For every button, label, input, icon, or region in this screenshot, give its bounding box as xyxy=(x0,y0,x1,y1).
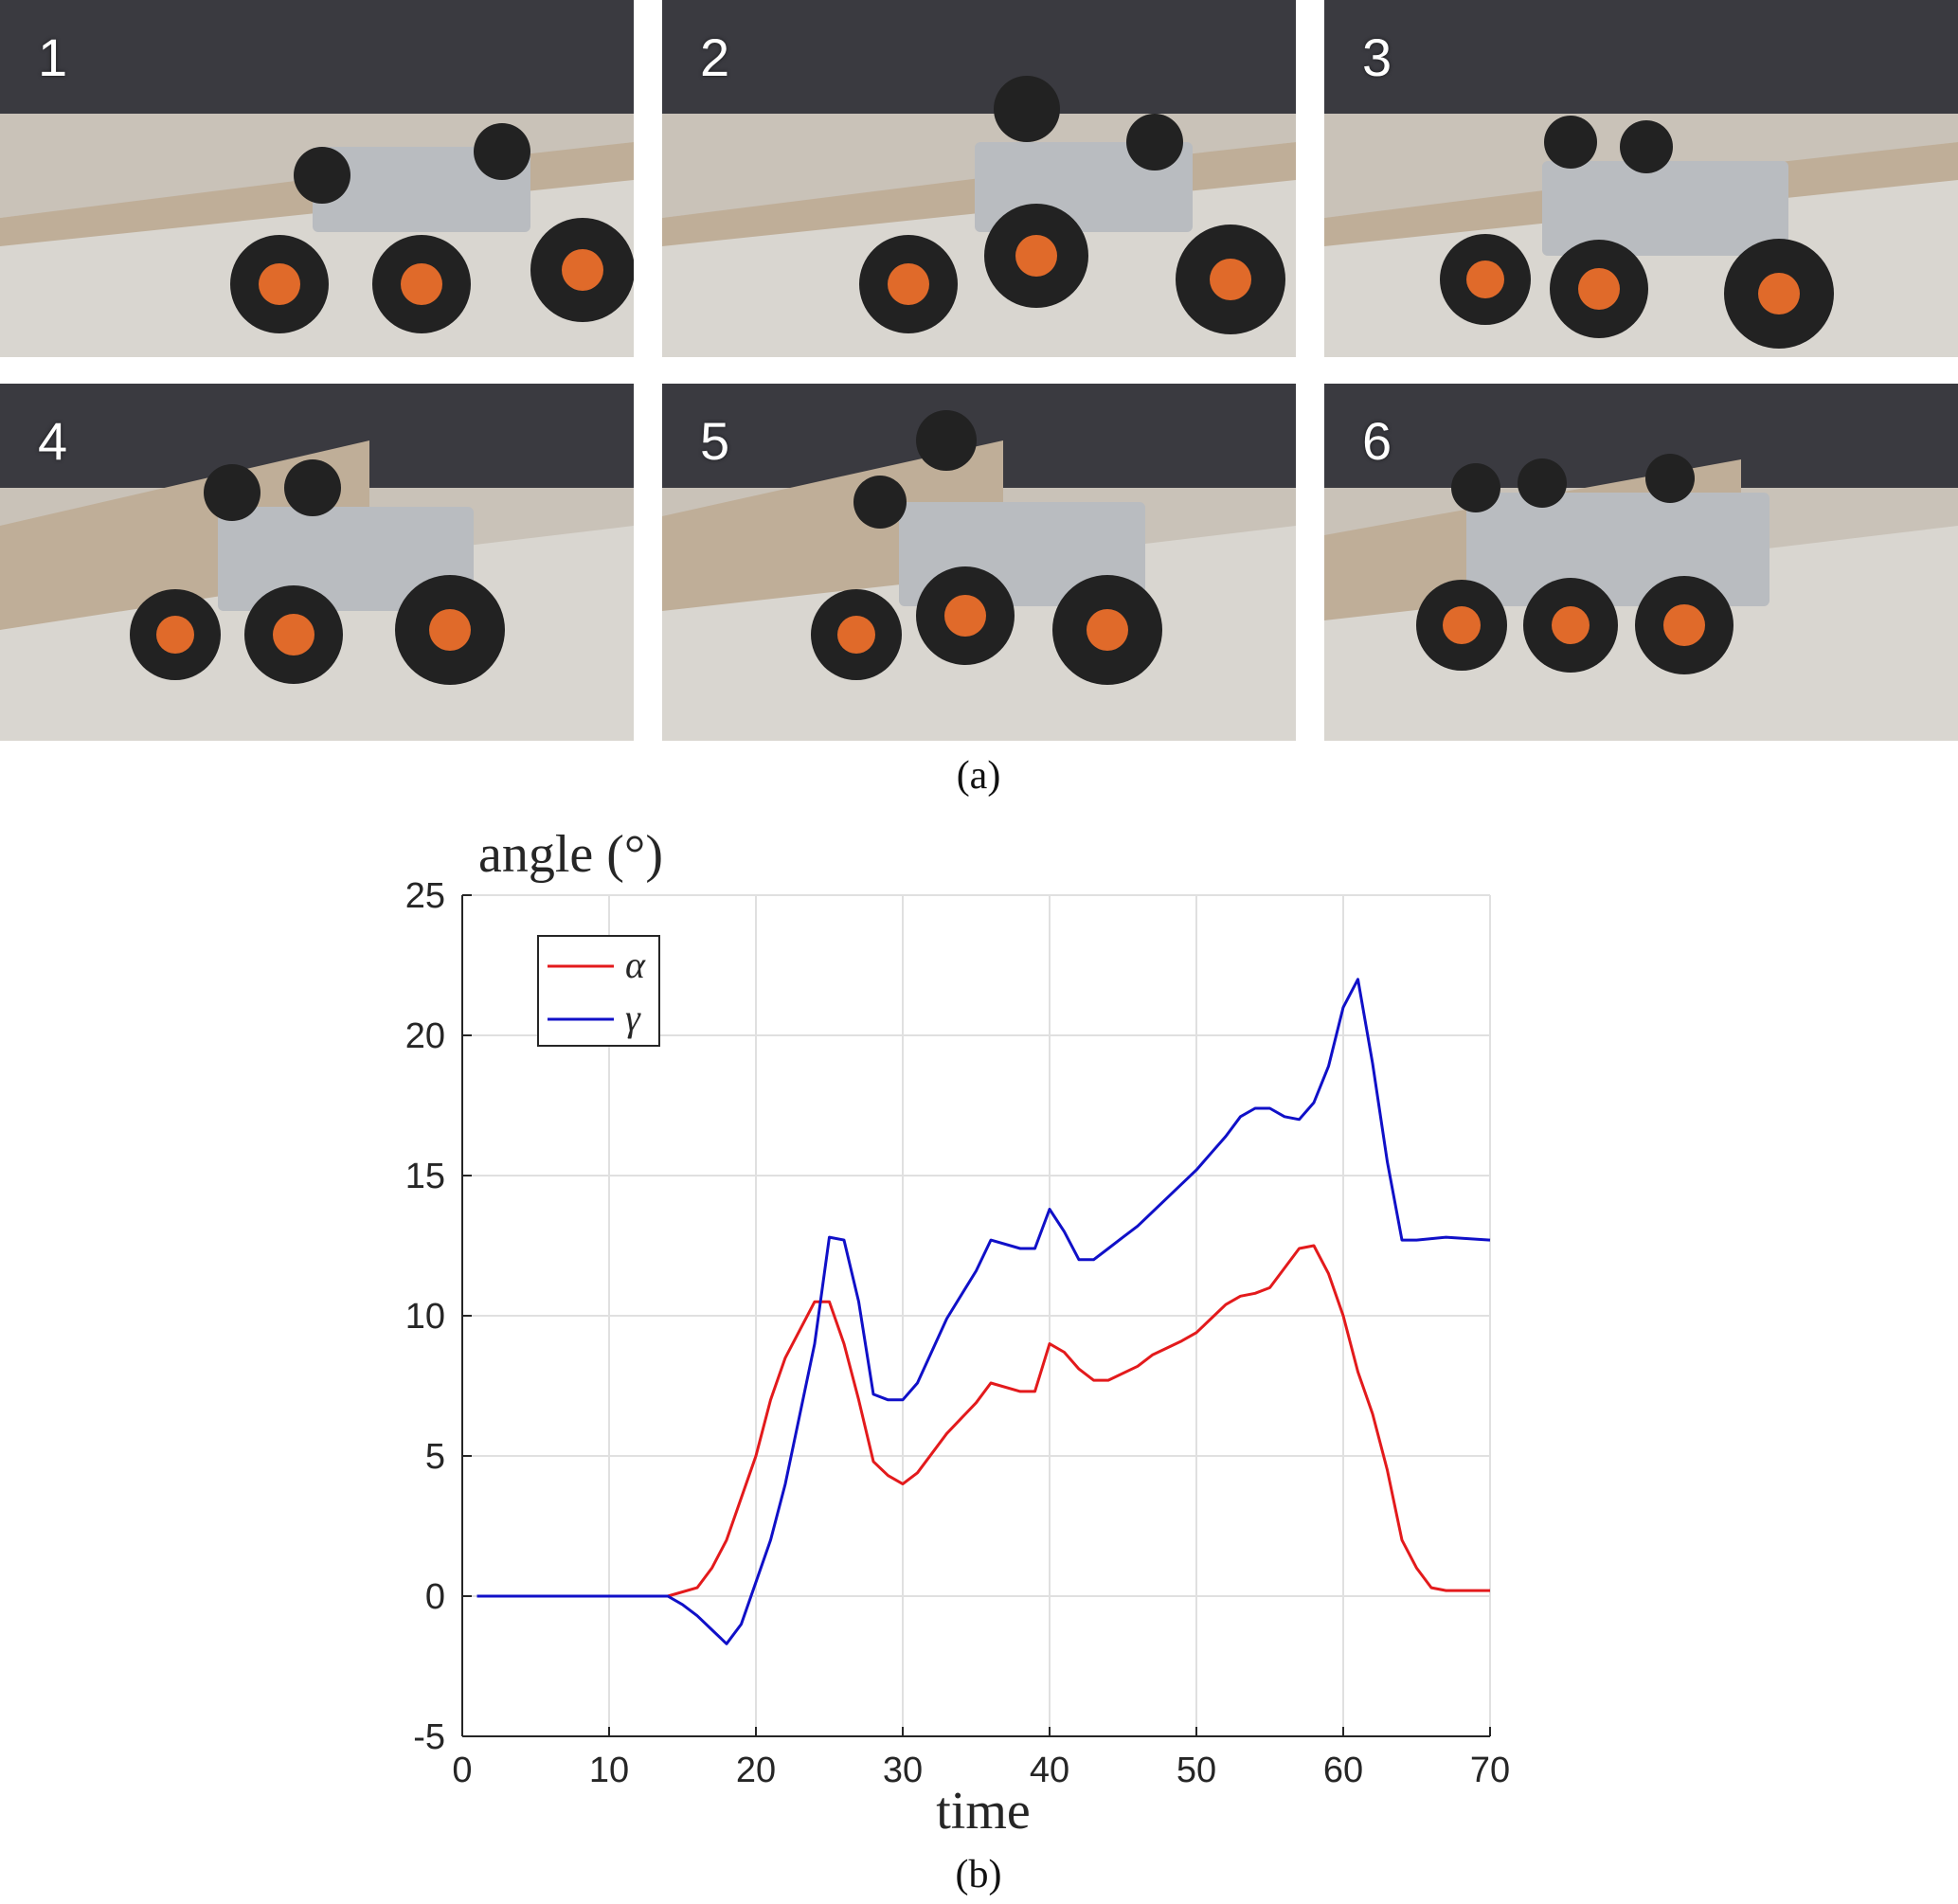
photo-frame-2: 2 xyxy=(662,0,1296,357)
frame-number-5: 5 xyxy=(700,411,730,471)
frame-number-1: 1 xyxy=(38,27,68,87)
x-tick-label: 40 xyxy=(1030,1751,1069,1790)
x-tick-label: 0 xyxy=(452,1751,472,1790)
y-tick-label: 15 xyxy=(405,1157,445,1196)
legend-label: α xyxy=(625,943,646,986)
legend-label: γ xyxy=(625,997,641,1039)
robot-photo-3 xyxy=(1324,0,1958,357)
photo-frame-4: 4 xyxy=(0,384,634,741)
photo-frame-5: 5 xyxy=(662,384,1296,741)
y-tick-label: 0 xyxy=(425,1577,445,1617)
frame-number-6: 6 xyxy=(1362,411,1392,471)
x-tick-label: 50 xyxy=(1177,1751,1216,1790)
x-tick-label: 60 xyxy=(1323,1751,1363,1790)
y-tick-label: 10 xyxy=(405,1297,445,1337)
y-tick-label: 25 xyxy=(405,876,445,916)
robot-photo-2 xyxy=(662,0,1296,357)
y-axis-title: angle (°) xyxy=(478,825,663,884)
frame-number-2: 2 xyxy=(700,27,730,87)
x-tick-label: 10 xyxy=(589,1751,629,1790)
series-lines xyxy=(476,978,1491,1645)
x-tick-label: 20 xyxy=(736,1751,776,1790)
photo-frame-6: 6 xyxy=(1324,384,1958,741)
photo-frame-1: 1 xyxy=(0,0,634,357)
y-tick-label: 20 xyxy=(405,1016,445,1056)
robot-photo-1 xyxy=(0,0,634,357)
series-line-gamma xyxy=(476,978,1491,1645)
robot-photo-6 xyxy=(1324,384,1958,741)
legend-box xyxy=(537,935,660,1047)
y-tick-label: -5 xyxy=(413,1717,445,1757)
x-tick-label: 70 xyxy=(1470,1751,1510,1790)
x-axis-title: time xyxy=(936,1782,1031,1841)
legend: αγ xyxy=(537,935,660,1047)
frame-number-4: 4 xyxy=(38,411,68,471)
robot-photo-4 xyxy=(0,384,634,741)
y-tick-label: 5 xyxy=(425,1437,445,1477)
panel-b-caption: (b) xyxy=(955,1853,1002,1896)
series-line-alpha xyxy=(476,1244,1490,1598)
frame-number-3: 3 xyxy=(1362,27,1392,87)
x-tick-label: 30 xyxy=(883,1751,923,1790)
photo-frame-3: 3 xyxy=(1324,0,1958,357)
robot-photo-5 xyxy=(662,384,1296,741)
panel-a-caption: (a) xyxy=(956,754,1001,798)
